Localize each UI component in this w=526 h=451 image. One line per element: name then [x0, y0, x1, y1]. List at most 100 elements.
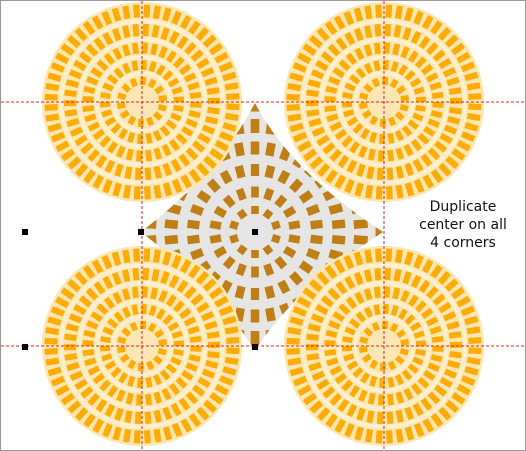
center-ring-2-dash: [234, 142, 245, 157]
outer-top-right-ring-0-dash: [422, 174, 435, 189]
outer-top-left-ring-0-dash: [92, 174, 105, 189]
outer-bottom-left-ring-4-dash: [152, 355, 163, 365]
selection-handle[interactable]: [252, 344, 258, 350]
outer-bottom-left-ring-0-dash: [91, 259, 104, 274]
outer-top-left-ring-0-dash: [171, 10, 182, 25]
outer-bottom-right-ring-0-dash: [445, 399, 459, 413]
outer-bottom-left-ring-3-dash: [162, 314, 174, 326]
outer-top-left-ring-0-dash: [50, 131, 66, 143]
outer-bottom-right-ring-1-dash: [449, 341, 463, 348]
outer-bottom-left-ring-0-dash: [101, 254, 113, 270]
center-ring-3-dash: [264, 164, 276, 179]
selection-handle[interactable]: [22, 229, 28, 235]
outer-top-left-ring-0-dash: [47, 122, 62, 133]
outer-bottom-right-ring-1-dash: [447, 359, 461, 369]
outer-top-right-ring-0-dash: [343, 10, 355, 26]
outer-bottom-left-ring-3-dash: [102, 326, 114, 336]
center-ring-2-dash: [328, 203, 344, 215]
outer-bottom-right-ring-1-dash: [322, 386, 336, 399]
outer-bottom-left-ring-0-dash: [67, 400, 82, 414]
center-ring-3-dash: [189, 248, 205, 260]
outer-top-left-ring-2-dash: [83, 85, 96, 94]
outer-top-left-ring-1-dash: [190, 49, 204, 62]
outer-bottom-left-ring-0-dash: [226, 337, 240, 345]
outer-top-left-ring-3-dash: [113, 67, 125, 79]
center-ring-4-dash: [288, 220, 301, 230]
outer-top-left-ring-0-dash: [60, 43, 75, 56]
outer-top-right-ring-0-dash: [292, 131, 308, 143]
outer-top-right-ring-3-dash: [404, 70, 416, 82]
selection-handle[interactable]: [22, 344, 28, 350]
outer-top-right-ring-4-dash: [400, 94, 410, 102]
outer-top-left-ring-1-dash: [205, 115, 219, 125]
outer-bottom-right-ring-4-dash: [400, 338, 410, 346]
outer-top-right-ring-2-dash: [410, 139, 423, 152]
outer-bottom-right-ring-1-dash: [449, 351, 462, 359]
center-ring-3-dash: [234, 164, 246, 179]
outer-top-left-ring-2-dash: [116, 145, 126, 158]
outer-top-right-ring-3-dash: [355, 67, 367, 79]
outer-bottom-right-ring-1-dash: [448, 331, 462, 339]
outer-top-right-ring-3-dash: [407, 119, 419, 130]
outer-bottom-right-ring-2-dash: [415, 300, 427, 313]
outer-top-left-ring-1-dash: [134, 167, 142, 181]
outer-bottom-left-ring-0-dash: [202, 278, 217, 292]
outer-top-right-ring-1-dash: [412, 158, 424, 173]
outer-top-left-ring-3-dash: [122, 62, 132, 75]
outer-top-left-ring-1-dash: [185, 147, 199, 161]
outer-top-left-ring-3-dash: [101, 109, 113, 118]
outer-bottom-left-ring-4-dash: [140, 320, 147, 330]
outer-top-right-ring-3-dash: [352, 122, 364, 134]
outer-bottom-right-ring-0-dash: [375, 248, 383, 262]
outer-bottom-right-ring-0-dash: [404, 426, 415, 441]
outer-bottom-right-ring-2-dash: [332, 311, 345, 322]
outer-bottom-left-ring-1-dash: [122, 269, 131, 283]
center-ring-4-dash: [251, 186, 259, 198]
outer-bottom-right-ring-2-dash: [421, 307, 434, 320]
outer-top-left-ring-4-dash: [121, 83, 132, 93]
outer-top-left-ring-0-dash: [143, 4, 151, 18]
outer-bottom-right-ring-0-dash: [413, 254, 424, 269]
outer-top-right-ring-3-dash: [415, 104, 426, 112]
outer-bottom-left-ring-0-dash: [92, 418, 105, 433]
outer-top-right-ring-0-dash: [421, 15, 434, 30]
outer-top-left-ring-0-dash: [74, 27, 88, 42]
outer-bottom-right-ring-0-dash: [286, 337, 300, 345]
outer-bottom-left-ring-0-dash: [143, 248, 151, 262]
outer-bottom-right-ring-1-dash: [320, 295, 334, 308]
outer-top-right-ring-0-dash: [395, 184, 404, 199]
outer-top-right-ring-3-dash: [415, 96, 427, 103]
selection-handle[interactable]: [252, 229, 258, 235]
outer-top-left-ring-0-dash: [224, 112, 239, 122]
outer-bottom-right-ring-2-dash: [341, 379, 353, 392]
outer-bottom-right-ring-3-dash: [349, 318, 361, 329]
outer-top-left-ring-1-dash: [74, 134, 88, 147]
outer-bottom-left-ring-2-dash: [181, 370, 194, 381]
outer-top-left-ring-4-dash: [120, 109, 130, 119]
outer-top-right-ring-1-dash: [306, 109, 320, 117]
outer-top-right-ring-1-dash: [439, 132, 453, 145]
outer-bottom-right-ring-1-dash: [439, 376, 453, 389]
caption-line-2: center on all: [419, 217, 507, 233]
outer-bottom-right-ring-3-dash: [415, 340, 427, 347]
outer-top-right-ring-2-dash: [383, 42, 390, 54]
outer-top-left-ring-1-dash: [201, 124, 216, 135]
center-ring-4-dash: [274, 255, 288, 270]
outer-top-left-ring-1-dash: [207, 97, 221, 104]
outer-bottom-left-ring-1-dash: [184, 286, 197, 300]
outer-bottom-left-ring-0-dash: [171, 422, 183, 438]
outer-top-right-ring-0-dash: [466, 82, 481, 91]
outer-bottom-right-ring-1-dash: [432, 293, 446, 306]
outer-bottom-left-ring-2-dash: [183, 316, 197, 327]
outer-top-right-ring-4-dash: [363, 83, 374, 93]
selection-handle[interactable]: [138, 229, 144, 235]
outer-bottom-left-ring-3-dash: [173, 340, 185, 347]
outer-bottom-left-ring-1-dash: [87, 392, 100, 406]
outer-bottom-left-ring-0-dash: [45, 326, 60, 336]
outer-top-right-ring-2-dash: [334, 128, 347, 141]
outer-top-left-ring-0-dash: [188, 168, 202, 184]
outer-top-left-ring-1-dash: [64, 89, 77, 97]
outer-bottom-left-ring-1-dash: [192, 384, 206, 397]
outer-top-right-ring-3-dash: [346, 116, 359, 127]
outer-bottom-right-ring-0-dash: [466, 326, 481, 335]
